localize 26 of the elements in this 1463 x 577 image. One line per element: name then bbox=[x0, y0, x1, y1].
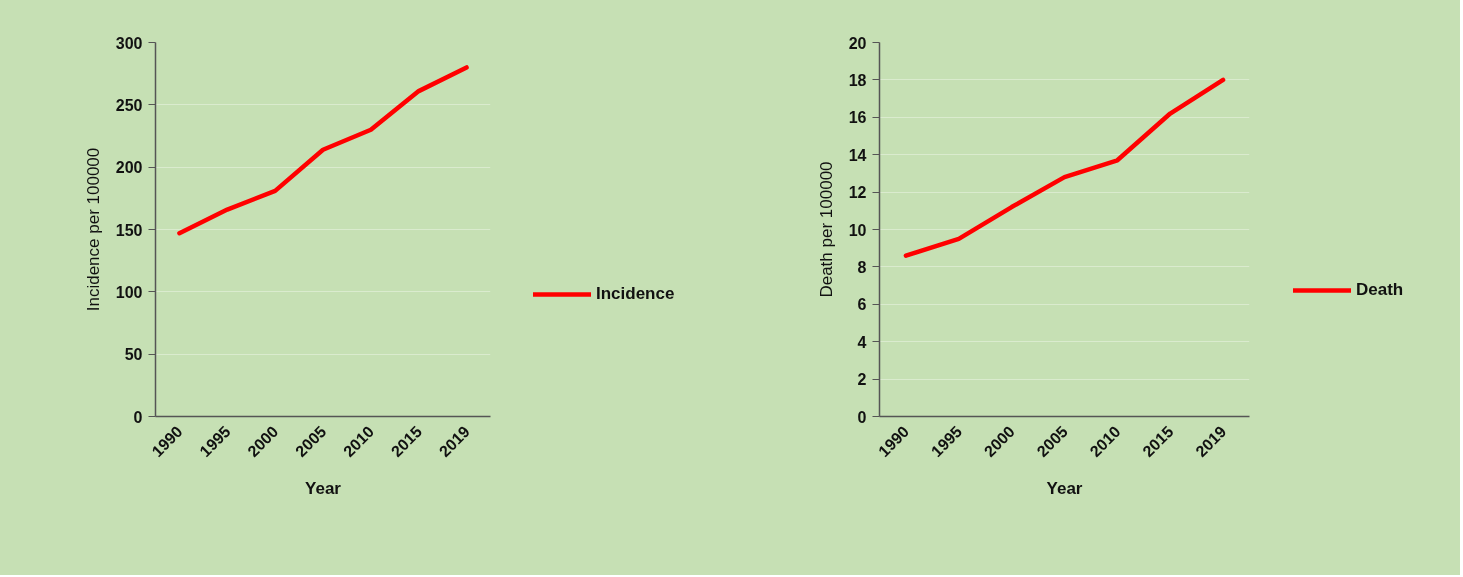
y-tick-label: 2 bbox=[857, 371, 867, 389]
line-series bbox=[177, 65, 469, 236]
y-tick-label: 0 bbox=[133, 408, 143, 426]
y-tick-label: 50 bbox=[124, 346, 143, 364]
y-tick-label: 250 bbox=[115, 96, 143, 114]
y-tick-label: 150 bbox=[115, 221, 143, 239]
y-tick-label: 4 bbox=[857, 333, 867, 351]
y-tick-label: 300 bbox=[115, 34, 143, 52]
y-tick-label: 18 bbox=[848, 71, 867, 89]
y-tick-label: 100 bbox=[115, 283, 143, 301]
y-tick-label: 10 bbox=[848, 221, 867, 239]
legend-label: Death bbox=[1356, 280, 1404, 300]
y-tick-label: 20 bbox=[848, 34, 867, 52]
y-axis-title: Death per 100000 bbox=[816, 161, 836, 298]
line-series bbox=[903, 77, 1226, 258]
y-tick-label: 16 bbox=[848, 109, 867, 127]
y-tick-label: 12 bbox=[848, 184, 867, 202]
x-axis-title: Year bbox=[305, 479, 342, 499]
y-axis-title: Incidence per 100000 bbox=[83, 147, 103, 312]
y-tick-label: 6 bbox=[857, 296, 867, 314]
legend-label: Incidence bbox=[596, 284, 675, 304]
x-axis-title: Year bbox=[1046, 479, 1083, 499]
y-tick-label: 200 bbox=[115, 159, 143, 177]
y-tick-label: 8 bbox=[857, 258, 867, 276]
y-tick-label: 0 bbox=[857, 408, 867, 426]
y-tick-label: 14 bbox=[848, 146, 867, 164]
